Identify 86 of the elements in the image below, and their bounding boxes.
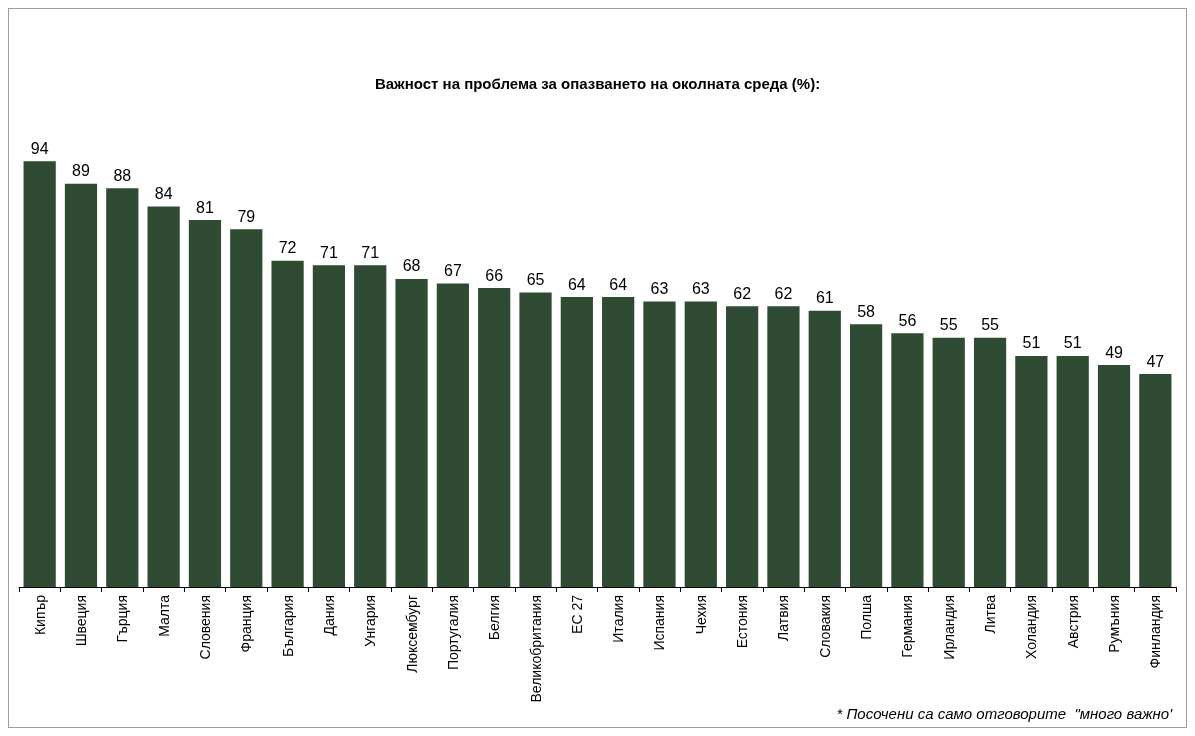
x-tick-label: Великобритания — [527, 595, 544, 703]
data-label: 51 — [1022, 334, 1041, 352]
data-label: 55 — [981, 316, 1000, 334]
x-tick-label: Унгария — [362, 595, 379, 647]
bar — [147, 206, 180, 587]
data-label: 67 — [443, 261, 462, 279]
data-label: 49 — [1105, 343, 1124, 361]
x-tick-label: Словения — [196, 595, 213, 660]
data-label: 64 — [609, 275, 628, 293]
data-label: 94 — [30, 139, 49, 157]
bar — [973, 337, 1007, 587]
bar — [726, 306, 759, 587]
bar — [519, 292, 552, 587]
data-label: 61 — [815, 289, 834, 307]
x-tick-label: Малта — [155, 594, 172, 637]
bar — [64, 183, 98, 587]
x-tick-label: България — [279, 595, 296, 657]
bar — [436, 283, 469, 587]
data-label: 58 — [857, 302, 876, 320]
bar — [478, 288, 511, 587]
data-label: 71 — [320, 243, 338, 261]
data-label: 66 — [485, 266, 504, 284]
x-tick-label: Полша — [858, 594, 875, 640]
bar — [560, 297, 593, 587]
chart-title: Важност на проблема за опазването на околната среда (%): — [374, 75, 821, 92]
x-tick-label: Литва — [982, 594, 999, 634]
x-tick-label: Люксембург — [403, 595, 420, 673]
data-label: 47 — [1146, 352, 1165, 370]
data-label: 55 — [939, 316, 958, 334]
data-label: 51 — [1063, 334, 1082, 352]
x-tick-label: Франция — [238, 595, 255, 653]
bar — [354, 265, 387, 587]
data-label: 72 — [278, 239, 297, 257]
bar — [1056, 355, 1089, 587]
x-tick-label: Холандия — [1023, 595, 1040, 659]
data-label: 62 — [733, 284, 752, 302]
data-label: 81 — [196, 198, 214, 216]
bar — [932, 337, 965, 587]
x-tick-label: Кипър — [31, 594, 48, 636]
data-label: 79 — [237, 207, 256, 225]
bar — [23, 161, 56, 587]
data-label: 63 — [650, 280, 669, 298]
x-tick-label: Австрия — [1064, 595, 1081, 649]
data-label: 64 — [567, 275, 586, 293]
x-tick-label: Италия — [610, 595, 627, 643]
bar — [1139, 374, 1172, 587]
data-label: 71 — [361, 243, 380, 261]
bar — [643, 301, 676, 587]
x-tick-label: Гърция — [114, 595, 131, 643]
x-tick-label: Испания — [651, 595, 668, 651]
x-tick-label: Швеция — [72, 595, 89, 647]
bar — [230, 229, 263, 587]
x-tick-label: Латвия — [775, 595, 792, 641]
x-tick-label: Дания — [320, 595, 337, 636]
bar — [602, 297, 635, 587]
bar — [312, 265, 346, 587]
x-tick-label: ЕС 27 — [568, 594, 585, 634]
bar — [271, 260, 304, 587]
data-label: 68 — [402, 257, 421, 275]
bar — [767, 306, 800, 587]
data-label: 88 — [113, 166, 132, 184]
bar — [808, 310, 841, 587]
data-label: 84 — [154, 184, 173, 202]
bar — [1097, 365, 1131, 587]
bar — [188, 220, 222, 587]
x-tick-label: Румъния — [1106, 595, 1123, 653]
x-tick-label: Финландия — [1147, 595, 1164, 669]
text: * Посочени са само отговорите "много важно' — [836, 705, 1174, 722]
x-tick-label: Португалия — [444, 595, 461, 671]
bar — [891, 333, 924, 587]
data-label: 56 — [898, 311, 917, 329]
bar — [684, 301, 717, 587]
data-label: 63 — [691, 280, 710, 298]
x-tick-label: Белгия — [486, 595, 503, 641]
bar — [849, 324, 883, 587]
data-label: 62 — [774, 284, 793, 302]
data-label: 89 — [72, 162, 90, 180]
x-tick-label: Чехия — [692, 595, 709, 635]
bar — [1015, 355, 1048, 587]
data-label: 65 — [526, 271, 545, 289]
x-tick-label: Естония — [734, 595, 751, 649]
x-tick-label: Германия — [899, 595, 916, 658]
x-tick-label: Словакия — [816, 595, 833, 658]
bar — [106, 188, 139, 587]
bar — [395, 278, 428, 587]
x-tick-label: Ирландия — [940, 595, 957, 660]
